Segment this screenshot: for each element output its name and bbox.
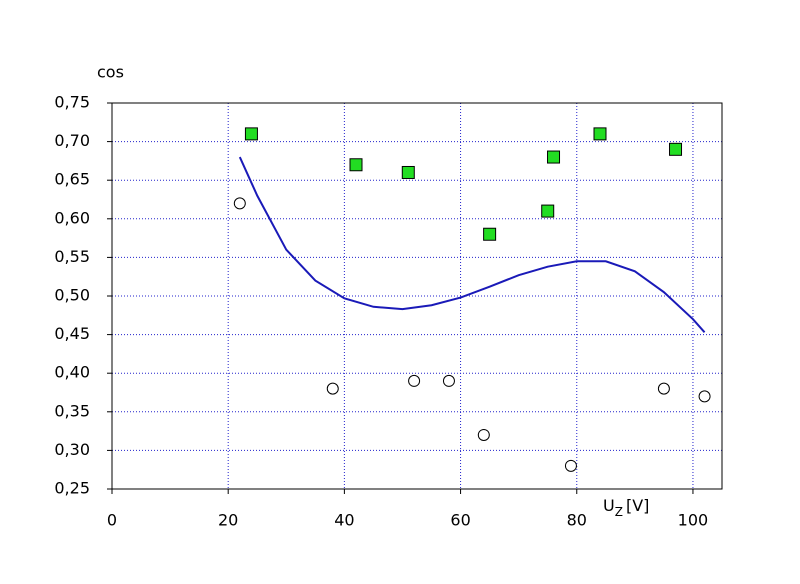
- circle-point: [698, 390, 711, 403]
- x-tick-label: 80: [567, 511, 587, 530]
- square-point: [669, 142, 683, 156]
- fit-curve: [238, 156, 706, 333]
- x-tick-label: 40: [334, 511, 354, 530]
- x-label-unit: [V]: [626, 496, 649, 515]
- circle-point: [564, 459, 577, 472]
- square-point: [483, 227, 497, 241]
- y-axis-label: cos: [97, 63, 124, 82]
- square-point: [349, 158, 363, 172]
- y-tick-label: 0,30: [54, 440, 90, 459]
- x-label-sub: Z: [615, 505, 623, 519]
- y-tick-label: 0,70: [54, 131, 90, 150]
- x-tick-label: 100: [678, 511, 709, 530]
- y-tick-label: 0,35: [54, 401, 90, 420]
- plot-frame: [111, 102, 723, 490]
- y-tick-label: 0,50: [54, 286, 90, 305]
- circle-point: [657, 382, 670, 395]
- square-point: [401, 165, 415, 179]
- x-label-main: U: [603, 496, 615, 515]
- circle-point: [442, 374, 455, 387]
- x-tick-label: 20: [218, 511, 238, 530]
- y-tick-label: 0,25: [54, 479, 90, 498]
- circle-point: [233, 197, 246, 210]
- y-tick-label: 0,60: [54, 208, 90, 227]
- x-tick-label: 0: [107, 511, 117, 530]
- y-tick-label: 0,75: [54, 93, 90, 112]
- y-tick-label: 0,40: [54, 363, 90, 382]
- x-axis-label: UZ [V]: [603, 496, 649, 519]
- y-tick-label: 0,55: [54, 247, 90, 266]
- circle-point: [408, 374, 421, 387]
- circle-point: [477, 428, 490, 441]
- y-tick-label: 0,65: [54, 170, 90, 189]
- square-point: [541, 204, 555, 218]
- y-tick-label: 0,45: [54, 324, 90, 343]
- square-point: [593, 127, 607, 141]
- square-point: [547, 150, 561, 164]
- x-tick-label: 60: [450, 511, 470, 530]
- circle-point: [326, 382, 339, 395]
- square-point: [244, 127, 258, 141]
